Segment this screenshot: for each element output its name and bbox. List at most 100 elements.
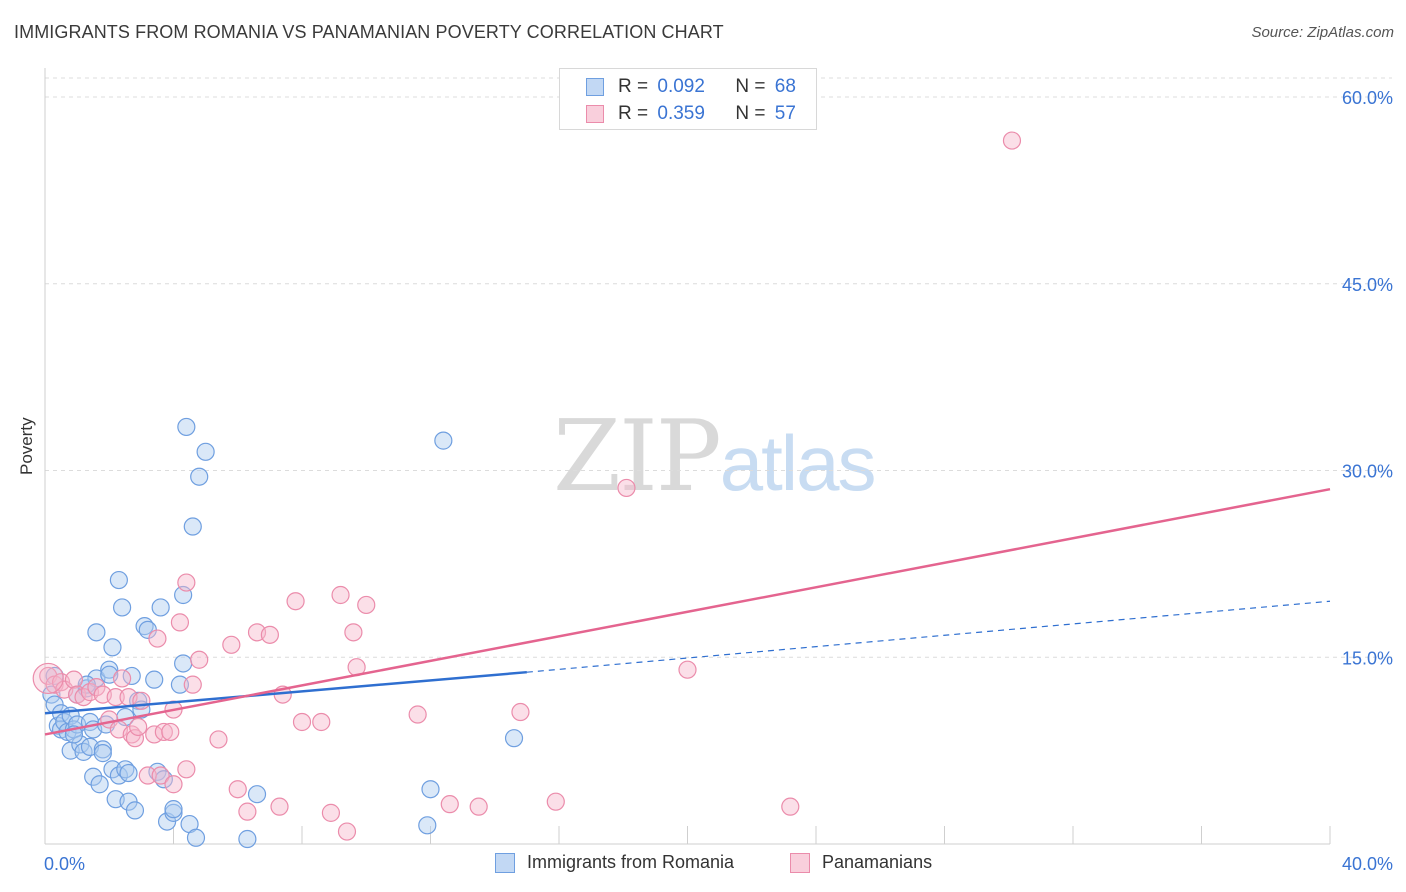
x-tick-label: 0.0% xyxy=(44,854,85,874)
point-romania xyxy=(504,729,524,748)
point-panamanians xyxy=(469,797,488,816)
source-label: Source: ZipAtlas.com xyxy=(1251,24,1394,41)
chart-title: IMMIGRANTS FROM ROMANIA VS PANAMANIAN PO… xyxy=(14,22,724,42)
trendline-romania xyxy=(44,670,527,715)
point-panamanians xyxy=(148,629,167,648)
point-panamanians xyxy=(337,822,357,841)
point-panamanians xyxy=(228,780,247,799)
point-romania xyxy=(87,623,106,642)
correlation-legend: R = 0.092 N = 68 R = 0.359 N = 57 xyxy=(559,68,817,130)
legend-item-romania: Immigrants from Romania xyxy=(495,852,734,873)
n-label: N = xyxy=(735,103,766,124)
point-panamanians xyxy=(129,717,148,737)
point-panamanians xyxy=(781,797,800,816)
n-label: N = xyxy=(735,76,766,97)
point-panamanians xyxy=(357,595,376,615)
point-romania xyxy=(109,570,128,590)
point-romania xyxy=(112,598,132,617)
trendline-romania-extension xyxy=(526,600,1331,673)
point-panamanians xyxy=(238,802,257,821)
point-panamanians xyxy=(546,792,565,811)
point-romania xyxy=(238,829,257,849)
point-romania xyxy=(247,785,267,804)
y-tick-label: 45.0% xyxy=(1342,275,1393,295)
point-panamanians xyxy=(222,635,241,654)
point-panamanians xyxy=(292,712,312,732)
y-tick-label: 30.0% xyxy=(1342,462,1393,482)
point-panamanians xyxy=(138,766,157,785)
point-romania xyxy=(177,417,196,437)
point-romania xyxy=(164,800,183,819)
legend-swatch-pink xyxy=(586,105,604,123)
point-romania xyxy=(196,442,215,461)
point-panamanians xyxy=(106,687,125,707)
point-panamanians xyxy=(209,730,228,749)
point-romania xyxy=(190,467,209,486)
legend-swatch-blue xyxy=(586,78,604,96)
point-panamanians xyxy=(1002,131,1022,150)
point-romania xyxy=(434,431,453,450)
point-panamanians xyxy=(154,722,173,742)
point-romania xyxy=(100,660,119,679)
point-panamanians xyxy=(270,797,289,816)
point-panamanians xyxy=(32,662,64,695)
y-axis-label: Poverty xyxy=(17,417,36,475)
n-value: 68 xyxy=(774,76,796,97)
point-panamanians xyxy=(164,775,183,794)
point-romania xyxy=(119,763,138,783)
point-romania xyxy=(186,828,206,847)
point-romania xyxy=(174,654,193,673)
legend-item-panamanians: Panamanians xyxy=(790,852,932,873)
legend-swatch-blue xyxy=(495,852,515,873)
point-panamanians xyxy=(408,705,427,724)
n-value: 57 xyxy=(774,103,796,124)
watermark-zip: ZIP xyxy=(553,400,722,514)
point-romania xyxy=(125,801,145,820)
point-panamanians xyxy=(440,795,459,814)
r-label: R = xyxy=(618,76,649,97)
point-panamanians xyxy=(321,803,341,822)
point-panamanians xyxy=(678,660,697,679)
watermark-atlas: atlas xyxy=(719,419,877,507)
point-romania xyxy=(183,517,202,536)
point-romania xyxy=(103,638,122,657)
legend-label: Panamanians xyxy=(822,852,933,872)
y-tick-label: 15.0% xyxy=(1342,648,1393,668)
point-panamanians xyxy=(125,729,145,748)
y-tick-label: 60.0% xyxy=(1342,88,1393,108)
point-romania xyxy=(421,780,440,799)
point-panamanians xyxy=(617,478,636,498)
point-panamanians xyxy=(260,625,279,644)
point-panamanians xyxy=(112,669,132,688)
point-panamanians xyxy=(177,760,196,779)
point-panamanians xyxy=(344,623,363,642)
point-panamanians xyxy=(286,592,305,611)
point-panamanians xyxy=(170,613,190,632)
point-panamanians xyxy=(87,678,106,697)
legend-swatch-pink xyxy=(790,852,810,873)
legend-row-panamanians: R = 0.359 N = 57 xyxy=(586,102,796,126)
watermark: ZIPatlas xyxy=(553,400,877,514)
point-romania xyxy=(418,816,437,835)
r-value: 0.359 xyxy=(657,103,705,124)
point-romania xyxy=(151,598,170,617)
r-label: R = xyxy=(618,103,649,124)
point-panamanians xyxy=(511,702,530,722)
point-romania xyxy=(145,670,164,689)
point-panamanians xyxy=(177,573,196,592)
x-tick-label: 40.0% xyxy=(1342,854,1393,874)
series-legend: Immigrants from Romania Panamanians xyxy=(0,852,1406,878)
point-panamanians xyxy=(151,766,170,785)
point-panamanians xyxy=(190,650,209,669)
point-romania xyxy=(170,675,190,694)
point-panamanians xyxy=(161,722,180,742)
point-romania xyxy=(84,767,103,786)
point-panamanians xyxy=(331,585,350,605)
point-romania xyxy=(90,775,109,794)
point-panamanians xyxy=(64,670,84,689)
point-panamanians xyxy=(183,675,202,694)
r-value: 0.092 xyxy=(657,76,705,97)
legend-row-romania: R = 0.092 N = 68 xyxy=(586,75,796,99)
legend-label: Immigrants from Romania xyxy=(527,852,735,872)
